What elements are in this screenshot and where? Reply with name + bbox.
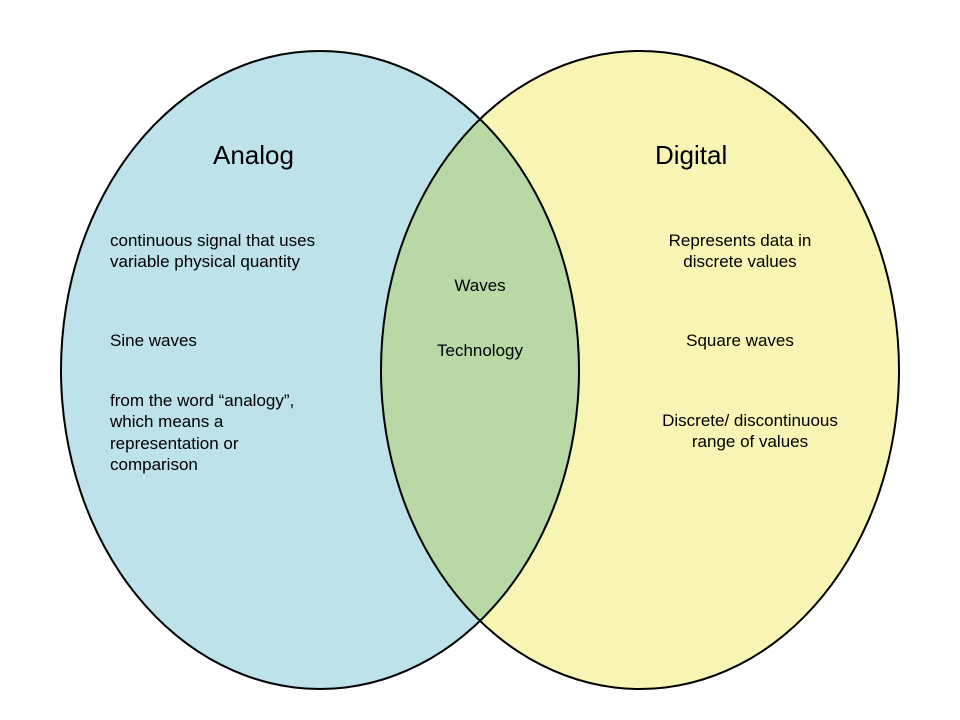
left-item-2: from the word “analogy”, which means a r… (110, 390, 310, 475)
right-item-1: Square waves (640, 330, 840, 351)
venn-diagram: Analog Digital continuous signal that us… (0, 0, 960, 720)
left-item-1: Sine waves (110, 330, 340, 351)
intersection-item-0: Waves (420, 275, 540, 296)
left-title: Analog (213, 140, 294, 171)
right-title: Digital (655, 140, 727, 171)
left-item-0: continuous signal that uses variable phy… (110, 230, 340, 273)
right-item-2: Discrete/ discontinuous range of values (640, 410, 860, 453)
right-item-0: Represents data in discrete values (640, 230, 840, 273)
intersection-item-1: Technology (420, 340, 540, 361)
right-circle-fill (380, 50, 900, 690)
